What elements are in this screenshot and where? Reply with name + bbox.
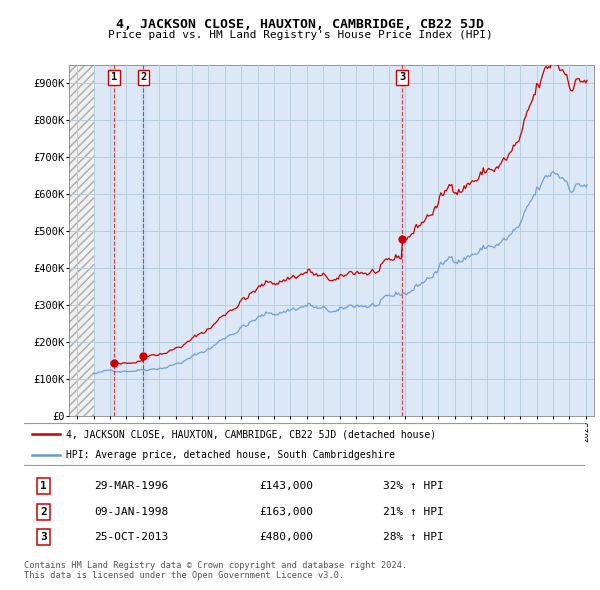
Text: 3: 3 [40, 532, 47, 542]
Text: 2: 2 [40, 507, 47, 517]
Text: 4, JACKSON CLOSE, HAUXTON, CAMBRIDGE, CB22 5JD: 4, JACKSON CLOSE, HAUXTON, CAMBRIDGE, CB… [116, 18, 484, 31]
FancyBboxPatch shape [21, 423, 587, 465]
Bar [112, 65, 116, 416]
Text: £163,000: £163,000 [260, 507, 314, 517]
Text: 21% ↑ HPI: 21% ↑ HPI [383, 507, 444, 517]
Text: Contains HM Land Registry data © Crown copyright and database right 2024.: Contains HM Land Registry data © Crown c… [24, 560, 407, 569]
Text: 32% ↑ HPI: 32% ↑ HPI [383, 481, 444, 491]
Text: 09-JAN-1998: 09-JAN-1998 [94, 507, 169, 517]
Text: 29-MAR-1996: 29-MAR-1996 [94, 481, 169, 491]
Text: Price paid vs. HM Land Registry's House Price Index (HPI): Price paid vs. HM Land Registry's House … [107, 30, 493, 40]
Text: 1: 1 [111, 72, 117, 82]
Text: 28% ↑ HPI: 28% ↑ HPI [383, 532, 444, 542]
Bar [400, 65, 404, 416]
Bar [141, 65, 146, 416]
Text: 2: 2 [140, 72, 146, 82]
Text: This data is licensed under the Open Government Licence v3.0.: This data is licensed under the Open Gov… [24, 571, 344, 580]
Text: 25-OCT-2013: 25-OCT-2013 [94, 532, 169, 542]
Text: £143,000: £143,000 [260, 481, 314, 491]
Text: 1: 1 [40, 481, 47, 491]
Text: HPI: Average price, detached house, South Cambridgeshire: HPI: Average price, detached house, Sout… [66, 450, 395, 460]
Text: 4, JACKSON CLOSE, HAUXTON, CAMBRIDGE, CB22 5JD (detached house): 4, JACKSON CLOSE, HAUXTON, CAMBRIDGE, CB… [66, 430, 436, 439]
Text: £480,000: £480,000 [260, 532, 314, 542]
Text: 3: 3 [399, 72, 406, 82]
